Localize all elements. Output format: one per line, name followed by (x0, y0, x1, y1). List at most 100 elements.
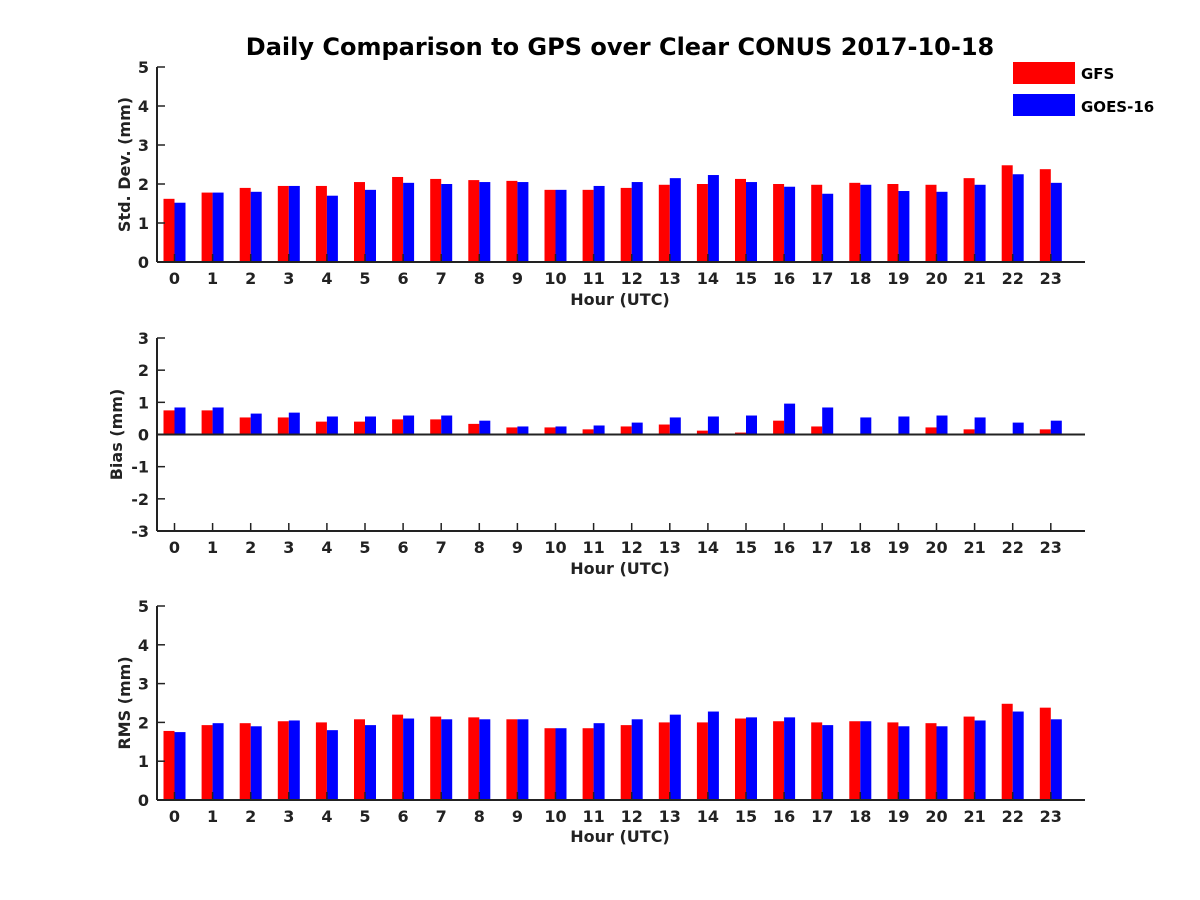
x-tick-label: 7 (436, 807, 447, 826)
x-tick-label: 9 (512, 807, 523, 826)
y-tick-label: 1 (138, 214, 149, 233)
bar-std-gfs-3 (277, 185, 289, 262)
bar-rms-goes16-9 (517, 719, 529, 800)
bar-rms-goes16-12 (631, 719, 643, 800)
bar-std-goes16-16 (784, 186, 796, 262)
bar-std-gfs-23 (1039, 169, 1051, 262)
x-tick-label: 2 (245, 538, 256, 557)
y-tick-label: 1 (138, 752, 149, 771)
bar-std-goes16-14 (707, 175, 719, 262)
bar-rms-goes16-13 (669, 714, 681, 800)
bar-std-goes16-20 (936, 191, 948, 262)
bar-bias-goes16-4 (326, 416, 338, 435)
x-tick-label: 5 (359, 269, 370, 288)
bar-rms-gfs-1 (201, 725, 213, 800)
bar-bias-gfs-4 (315, 421, 327, 435)
x-tick-label: 21 (963, 807, 985, 826)
bar-bias-gfs-1 (201, 410, 213, 435)
bar-bias-goes16-19 (898, 416, 910, 435)
bar-bias-goes16-13 (669, 417, 681, 435)
x-tick-label: 14 (697, 538, 719, 557)
bar-rms-goes16-6 (403, 718, 415, 800)
y-tick-label: -2 (131, 490, 149, 509)
bar-rms-goes16-18 (860, 721, 872, 800)
bar-bias-gfs-11 (582, 429, 594, 435)
x-tick-label: 10 (544, 538, 566, 557)
bar-rms-gfs-16 (773, 721, 785, 800)
bar-std-gfs-22 (1001, 165, 1013, 262)
bar-bias-gfs-20 (925, 427, 937, 435)
y-tick-label: 4 (138, 97, 149, 116)
x-tick-label: 8 (474, 807, 485, 826)
bar-rms-goes16-14 (707, 711, 719, 800)
x-tick-label: 1 (207, 807, 218, 826)
bar-rms-gfs-9 (506, 719, 518, 800)
bar-bias-gfs-14 (696, 430, 708, 435)
y-tick-label: -1 (131, 458, 149, 477)
bar-rms-gfs-8 (468, 717, 480, 800)
y-axis-label: Bias (mm) (107, 389, 126, 481)
x-tick-label: 3 (283, 807, 294, 826)
bar-bias-gfs-10 (544, 427, 556, 435)
bar-bias-goes16-10 (555, 426, 567, 435)
bar-std-goes16-18 (860, 184, 872, 262)
x-tick-label: 18 (849, 538, 871, 557)
bar-std-gfs-6 (392, 176, 404, 262)
bar-bias-goes16-23 (1050, 420, 1062, 435)
chart-title: Daily Comparison to GPS over Clear CONUS… (246, 33, 994, 61)
bar-std-gfs-10 (544, 189, 556, 262)
y-tick-label: 4 (138, 636, 149, 655)
bar-std-goes16-13 (669, 178, 681, 262)
bar-std-gfs-18 (849, 182, 861, 262)
x-tick-label: 15 (735, 807, 757, 826)
x-tick-label: 12 (621, 538, 643, 557)
bar-rms-goes16-21 (974, 720, 986, 800)
bar-std-gfs-13 (658, 184, 670, 262)
x-tick-label: 13 (659, 269, 681, 288)
x-tick-label: 6 (398, 269, 409, 288)
bar-bias-goes16-20 (936, 415, 948, 435)
bar-std-gfs-8 (468, 180, 480, 262)
bar-std-gfs-11 (582, 189, 594, 262)
bar-rms-goes16-17 (822, 725, 834, 800)
bar-rms-gfs-15 (735, 718, 746, 800)
legend-label-goes16: GOES-16 (1081, 98, 1154, 116)
bar-std-goes16-8 (479, 182, 491, 262)
x-axis-label: Hour (UTC) (570, 559, 670, 578)
bar-std-goes16-21 (974, 184, 986, 262)
x-tick-label: 5 (359, 538, 370, 557)
legend: GFS GOES-16 (1013, 62, 1154, 116)
x-tick-label: 11 (582, 538, 604, 557)
x-axis-label: Hour (UTC) (570, 827, 670, 846)
y-tick-label: 5 (138, 58, 149, 77)
bar-std-gfs-9 (506, 180, 518, 262)
bar-rms-gfs-23 (1039, 707, 1051, 800)
bar-std-gfs-7 (430, 178, 442, 262)
y-tick-label: 3 (138, 675, 149, 694)
bar-bias-gfs-16 (773, 420, 785, 435)
bar-rms-gfs-22 (1001, 703, 1013, 800)
y-tick-label: 1 (138, 393, 149, 412)
bar-bias-goes16-21 (974, 417, 986, 435)
legend-label-gfs: GFS (1081, 65, 1114, 83)
x-tick-label: 20 (925, 269, 947, 288)
bar-rms-gfs-19 (887, 722, 899, 800)
x-tick-label: 7 (436, 538, 447, 557)
bar-std-goes16-12 (631, 182, 643, 262)
x-tick-label: 1 (207, 538, 218, 557)
bar-bias-gfs-5 (354, 421, 365, 435)
x-tick-label: 20 (925, 538, 947, 557)
bar-bias-goes16-22 (1012, 422, 1024, 435)
legend-swatch-goes16 (1013, 94, 1075, 116)
bar-rms-gfs-14 (696, 722, 708, 800)
x-tick-label: 14 (697, 807, 719, 826)
x-tick-label: 22 (1002, 807, 1024, 826)
x-tick-label: 17 (811, 269, 833, 288)
bar-bias-goes16-16 (784, 403, 796, 435)
bar-rms-goes16-4 (326, 730, 338, 800)
y-tick-label: -3 (131, 522, 149, 541)
bar-rms-gfs-3 (277, 721, 289, 800)
